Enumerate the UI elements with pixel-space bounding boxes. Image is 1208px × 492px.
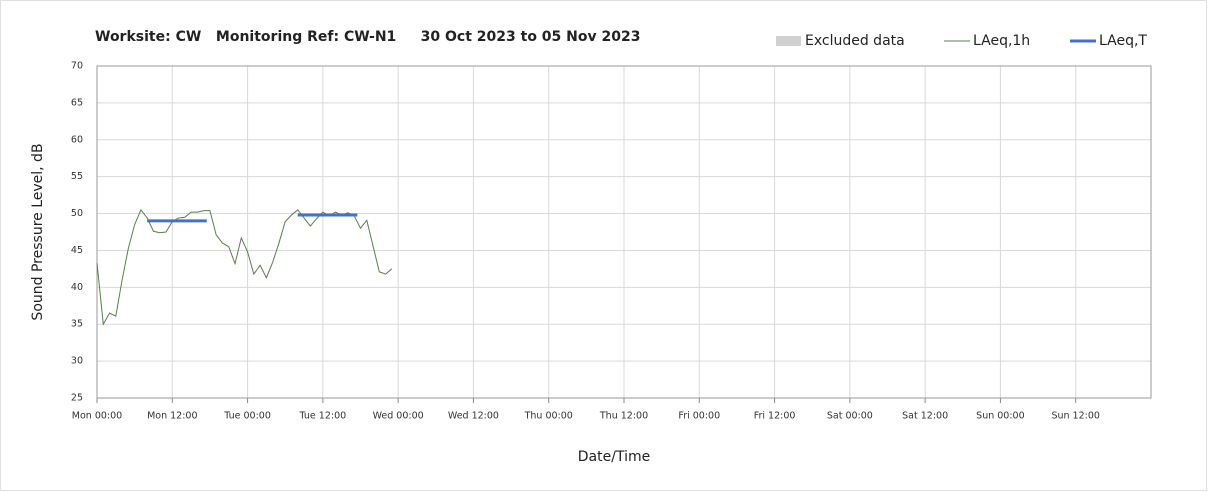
y-tick-label: 50: [71, 208, 83, 219]
x-tick-label: Thu 00:00: [524, 411, 573, 422]
x-tick-label: Sun 12:00: [1051, 411, 1099, 422]
y-tick-label: 70: [71, 61, 83, 72]
legend-label: LAeq,1h: [973, 33, 1030, 49]
y-tick-label: 65: [71, 97, 83, 108]
y-tick-label: 45: [71, 245, 83, 256]
x-tick-label: Mon 00:00: [72, 411, 122, 422]
y-tick-label: 35: [71, 319, 83, 330]
x-axis-label: Date/Time: [578, 449, 650, 465]
x-tick-label: Sun 00:00: [976, 411, 1024, 422]
plot-border: [96, 65, 1152, 399]
x-tick-label: Wed 00:00: [373, 411, 424, 422]
x-tick-label: Wed 12:00: [448, 411, 499, 422]
x-tick-label: Sat 00:00: [827, 411, 873, 422]
y-tick-label: 25: [71, 393, 83, 404]
x-tick-label: Mon 12:00: [147, 411, 197, 422]
x-tick-label: Fri 00:00: [678, 411, 720, 422]
y-tick-label: 30: [71, 356, 83, 367]
y-tick-label: 60: [71, 134, 83, 145]
y-axis-label: Sound Pressure Level, dB: [30, 143, 46, 320]
y-tick-label: 55: [71, 171, 83, 182]
x-tick-label: Tue 12:00: [299, 411, 347, 422]
legend-label: Excluded data: [805, 33, 905, 49]
x-tick-label: Fri 12:00: [754, 411, 796, 422]
x-tick-label: Thu 12:00: [599, 411, 648, 422]
x-tick-label: Sat 12:00: [902, 411, 948, 422]
x-tick-label: Tue 00:00: [223, 411, 271, 422]
y-tick-label: 40: [71, 282, 83, 293]
legend-swatch: [776, 36, 801, 46]
chart-title: Worksite: CW Monitoring Ref: CW-N1 30 Oc…: [95, 29, 640, 45]
legend-label: LAeq,T: [1099, 33, 1147, 49]
